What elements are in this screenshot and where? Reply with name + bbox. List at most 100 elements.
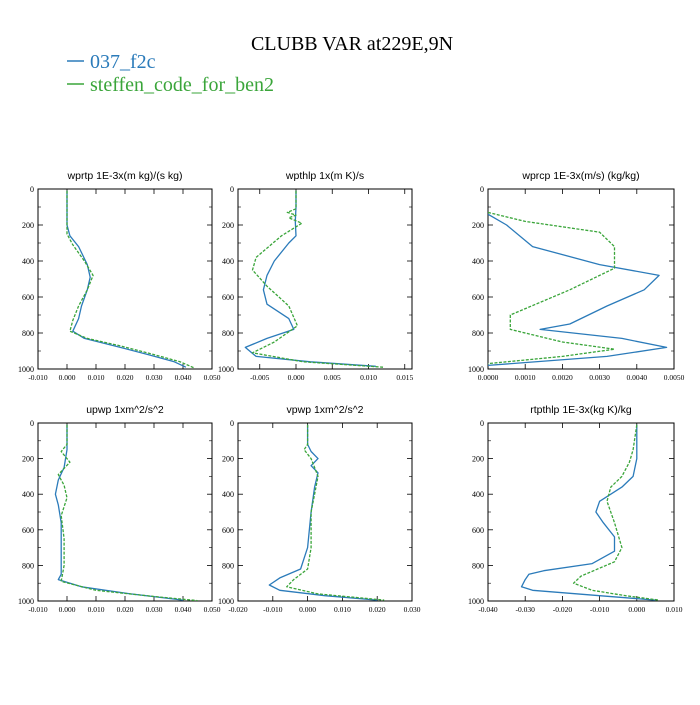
panel-5: vpwp 1xm^2/s^2 -0.020 -0.010 0.000 0.010 0.02… — [218, 404, 421, 614]
x-tick-label: 0.015 — [396, 373, 413, 382]
y-tick-label: 1000 — [468, 597, 484, 606]
x-tick-label: 0.010 — [88, 373, 105, 382]
y-tick-label: 800 — [222, 561, 234, 570]
y-tick-label: 600 — [472, 293, 484, 302]
panel-frame — [487, 422, 675, 602]
x-tick-label: 0.0000 — [478, 373, 499, 382]
x-tick-label: -0.010 — [263, 605, 283, 614]
y-tick-label: 800 — [222, 329, 234, 338]
y-tick-label: 400 — [22, 490, 34, 499]
panel-title: wpthlp 1x(m K)/s — [285, 170, 364, 182]
y-tick-label: 200 — [22, 221, 34, 230]
x-tick-label: -0.010 — [28, 605, 48, 614]
y-tick-label: 200 — [222, 221, 234, 230]
legend-label-1: 037_f2c — [90, 51, 156, 73]
panel-3: wprcp 1E-3x(m/s) (kg/kg) 0.0000 0.0010 0.00… — [468, 170, 685, 382]
y-tick-label: 600 — [472, 526, 484, 535]
series-line-037-f2c — [268, 424, 378, 601]
panel-frame — [37, 188, 213, 370]
y-tick-label: 0 — [230, 419, 234, 428]
y-tick-label: 400 — [472, 257, 484, 266]
panel-title: wprtp 1E-3x(m kg)/(s kg) — [67, 170, 183, 182]
panel-frame — [237, 422, 413, 602]
x-tick-label: 0.020 — [117, 373, 134, 382]
x-tick-label: 0.050 — [204, 373, 221, 382]
x-tick-label: 0.010 — [88, 605, 105, 614]
y-tick-label: 0 — [30, 419, 34, 428]
series-line-steffen-code-for-ben2 — [572, 424, 660, 601]
legend-label-2: steffen_code_for_ben2 — [90, 74, 274, 96]
x-tick-label: 0.050 — [204, 605, 221, 614]
page-title: CLUBB VAR at229E,9N — [251, 33, 453, 55]
y-tick-label: 1000 — [18, 597, 34, 606]
y-tick-label: 800 — [472, 329, 484, 338]
x-tick-label: 0.010 — [360, 373, 377, 382]
y-tick-label: 600 — [22, 526, 34, 535]
series-line-037-f2c — [520, 424, 656, 601]
x-tick-label: 0.020 — [369, 605, 386, 614]
y-tick-label: 400 — [222, 490, 234, 499]
y-tick-label: 600 — [22, 293, 34, 302]
y-tick-label: 1000 — [218, 365, 234, 374]
panel-2: wpthlp 1x(m K)/s -0.005 0.000 0.005 0.010 0.0… — [218, 170, 413, 382]
x-tick-label: 0.010 — [334, 605, 351, 614]
x-tick-label: 0.005 — [324, 373, 341, 382]
y-tick-label: 1000 — [218, 597, 234, 606]
panel-1: wprtp 1E-3x(m kg)/(s kg) -0.010 0.000 0.010… — [18, 170, 221, 382]
series-line-037-f2c — [54, 424, 184, 601]
y-tick-label: 400 — [222, 257, 234, 266]
y-tick-label: 600 — [222, 293, 234, 302]
y-tick-label: 800 — [22, 329, 34, 338]
x-tick-label: 0.020 — [117, 605, 134, 614]
x-tick-label: -0.010 — [590, 605, 610, 614]
series-line-037-f2c — [66, 190, 187, 368]
series-line-steffen-code-for-ben2 — [286, 424, 385, 601]
x-tick-label: 0.040 — [175, 605, 192, 614]
y-tick-label: 200 — [472, 455, 484, 464]
y-tick-label: 600 — [222, 526, 234, 535]
series-line-037-f2c — [488, 213, 668, 367]
x-tick-label: 0.040 — [175, 373, 192, 382]
x-tick-label: 0.0020 — [552, 373, 573, 382]
y-tick-label: 200 — [222, 455, 234, 464]
panel-title: wprcp 1E-3x(m/s) (kg/kg) — [521, 170, 639, 182]
series-line-steffen-code-for-ben2 — [251, 190, 384, 368]
x-tick-label: 0.030 — [146, 373, 163, 382]
x-tick-label: 0.0050 — [664, 373, 685, 382]
panel-4: upwp 1xm^2/s^2 -0.010 0.000 0.010 0.020 0.030… — [18, 404, 221, 614]
x-tick-label: 0.000 — [288, 373, 305, 382]
y-tick-label: 200 — [472, 221, 484, 230]
legend: 037_f2c steffen_code_for_ben2 — [67, 51, 274, 96]
x-tick-label: 0.0040 — [626, 373, 647, 382]
panel-frame — [487, 188, 675, 370]
x-tick-label: -0.020 — [553, 605, 573, 614]
y-tick-label: 800 — [472, 561, 484, 570]
panel-frame — [237, 188, 413, 370]
x-tick-label: -0.010 — [28, 373, 48, 382]
panels: wprtp 1E-3x(m kg)/(s kg) -0.010 0.000 0.010… — [18, 170, 685, 614]
x-tick-label: 0.000 — [59, 605, 76, 614]
x-tick-label: 0.0010 — [515, 373, 536, 382]
panel-frame — [37, 422, 213, 602]
panel-title: upwp 1xm^2/s^2 — [86, 404, 164, 416]
x-tick-label: 0.000 — [299, 605, 316, 614]
y-tick-label: 0 — [30, 185, 34, 194]
y-tick-label: 200 — [22, 455, 34, 464]
x-tick-label: -0.020 — [228, 605, 248, 614]
y-tick-label: 0 — [230, 185, 234, 194]
y-tick-label: 1000 — [18, 365, 34, 374]
x-tick-label: 0.030 — [146, 605, 163, 614]
x-tick-label: -0.005 — [250, 373, 270, 382]
x-tick-label: 0.030 — [404, 605, 421, 614]
x-tick-label: -0.030 — [516, 605, 536, 614]
y-tick-label: 1000 — [468, 365, 484, 374]
y-tick-label: 800 — [22, 561, 34, 570]
panel-title: vpwp 1xm^2/s^2 — [287, 404, 364, 416]
y-tick-label: 0 — [480, 419, 484, 428]
x-tick-label: 0.0030 — [589, 373, 610, 382]
series-line-steffen-code-for-ben2 — [66, 190, 195, 369]
series-line-steffen-code-for-ben2 — [488, 211, 616, 365]
series-line-steffen-code-for-ben2 — [57, 424, 198, 601]
